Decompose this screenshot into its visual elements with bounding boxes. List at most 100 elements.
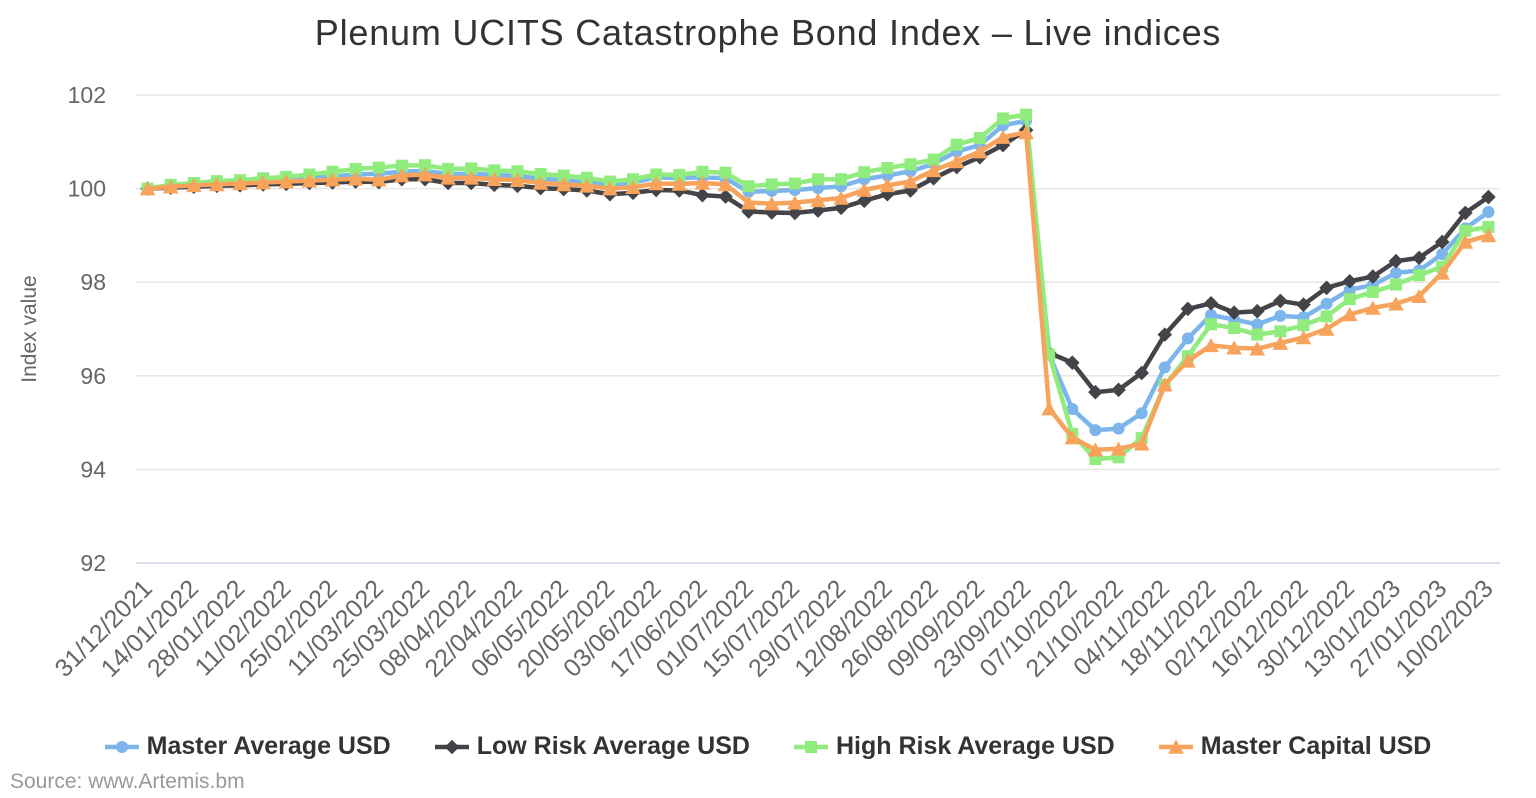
data-point-low-risk-average-usd[interactable] — [1203, 295, 1219, 311]
data-point-low-risk-average-usd[interactable] — [1342, 273, 1358, 289]
data-point-high-risk-average-usd[interactable] — [950, 138, 963, 151]
data-point-master-capital-usd[interactable] — [810, 192, 826, 208]
data-point-master-average-usd[interactable] — [1274, 309, 1287, 322]
data-point-master-capital-usd[interactable] — [463, 170, 480, 185]
data-point-master-capital-usd[interactable] — [1365, 300, 1381, 315]
data-point-low-risk-average-usd[interactable] — [695, 187, 710, 203]
data-point-master-average-usd[interactable] — [1135, 407, 1148, 420]
data-point-high-risk-average-usd[interactable] — [742, 180, 755, 193]
data-point-master-capital-usd[interactable] — [1341, 307, 1358, 322]
data-point-high-risk-average-usd[interactable] — [1389, 278, 1402, 291]
data-point-master-capital-usd[interactable] — [347, 171, 364, 186]
data-point-low-risk-average-usd[interactable] — [1296, 297, 1311, 312]
data-point-master-average-usd[interactable] — [1251, 318, 1264, 331]
data-point-high-risk-average-usd[interactable] — [442, 162, 455, 175]
data-point-high-risk-average-usd[interactable] — [1297, 319, 1310, 332]
data-point-high-risk-average-usd[interactable] — [1413, 269, 1426, 282]
data-point-high-risk-average-usd[interactable] — [557, 169, 570, 182]
data-point-master-capital-usd[interactable] — [324, 172, 341, 187]
data-point-master-capital-usd[interactable] — [1272, 335, 1289, 350]
data-point-high-risk-average-usd[interactable] — [627, 173, 640, 186]
data-point-legend-master-average-usd[interactable] — [115, 740, 128, 753]
data-point-master-capital-usd[interactable] — [555, 176, 572, 192]
data-point-high-risk-average-usd[interactable] — [673, 169, 686, 182]
data-point-master-capital-usd[interactable] — [948, 154, 965, 169]
data-point-high-risk-average-usd[interactable] — [395, 159, 408, 172]
data-point-high-risk-average-usd[interactable] — [534, 168, 547, 181]
data-point-master-average-usd[interactable] — [1205, 308, 1218, 321]
data-point-high-risk-average-usd[interactable] — [881, 162, 894, 175]
data-point-high-risk-average-usd[interactable] — [511, 165, 524, 178]
data-point-high-risk-average-usd[interactable] — [996, 112, 1009, 125]
data-point-legend-low-risk-average-usd[interactable] — [444, 739, 460, 754]
data-point-low-risk-average-usd[interactable] — [787, 205, 803, 221]
data-point-master-average-usd[interactable] — [1066, 403, 1079, 416]
data-point-master-capital-usd[interactable] — [833, 190, 849, 205]
data-point-master-capital-usd[interactable] — [972, 144, 988, 159]
data-point-high-risk-average-usd[interactable] — [465, 162, 478, 175]
data-point-low-risk-average-usd[interactable] — [1365, 269, 1381, 284]
data-point-master-capital-usd[interactable] — [671, 176, 688, 191]
data-point-master-capital-usd[interactable] — [1110, 441, 1127, 456]
data-point-master-average-usd[interactable] — [1343, 283, 1356, 296]
data-point-low-risk-average-usd[interactable] — [1319, 280, 1334, 296]
data-point-master-capital-usd[interactable] — [162, 179, 179, 194]
data-point-master-capital-usd[interactable] — [856, 182, 873, 197]
data-point-high-risk-average-usd[interactable] — [788, 177, 801, 190]
data-point-high-risk-average-usd[interactable] — [1366, 286, 1379, 299]
data-point-high-risk-average-usd[interactable] — [765, 178, 778, 191]
data-point-master-capital-usd[interactable] — [278, 174, 295, 189]
data-point-high-risk-average-usd[interactable] — [696, 165, 709, 178]
data-point-master-capital-usd[interactable] — [1156, 377, 1173, 392]
data-point-master-capital-usd[interactable] — [1203, 337, 1219, 353]
data-point-master-capital-usd[interactable] — [139, 181, 156, 196]
data-point-master-capital-usd[interactable] — [625, 179, 641, 194]
data-point-master-capital-usd[interactable] — [902, 174, 919, 189]
data-point-master-capital-usd[interactable] — [648, 176, 664, 191]
data-point-master-capital-usd[interactable] — [301, 173, 318, 188]
data-point-master-capital-usd[interactable] — [995, 129, 1011, 144]
data-point-low-risk-average-usd[interactable] — [718, 189, 733, 204]
data-point-low-risk-average-usd[interactable] — [810, 203, 826, 218]
data-point-high-risk-average-usd[interactable] — [812, 173, 824, 186]
data-point-high-risk-average-usd[interactable] — [1228, 322, 1241, 335]
data-point-master-capital-usd[interactable] — [1480, 228, 1497, 243]
data-point-master-capital-usd[interactable] — [232, 176, 248, 191]
data-point-high-risk-average-usd[interactable] — [1274, 325, 1287, 338]
data-point-high-risk-average-usd[interactable] — [580, 171, 593, 184]
data-point-master-capital-usd[interactable] — [1226, 340, 1242, 355]
data-point-low-risk-average-usd[interactable] — [1481, 189, 1496, 205]
data-point-low-risk-average-usd[interactable] — [1226, 305, 1242, 320]
data-point-master-capital-usd[interactable] — [717, 176, 734, 192]
data-point-low-risk-average-usd[interactable] — [833, 200, 849, 216]
data-point-master-average-usd[interactable] — [1158, 361, 1171, 374]
data-point-high-risk-average-usd[interactable] — [372, 161, 385, 174]
data-point-master-capital-usd[interactable] — [1133, 436, 1150, 451]
data-point-master-capital-usd[interactable] — [579, 178, 595, 193]
data-point-master-capital-usd[interactable] — [787, 195, 803, 210]
data-point-low-risk-average-usd[interactable] — [1065, 355, 1080, 370]
data-point-master-capital-usd[interactable] — [602, 181, 618, 196]
data-point-high-risk-average-usd[interactable] — [927, 153, 940, 166]
data-point-master-capital-usd[interactable] — [1388, 296, 1404, 311]
data-point-high-risk-average-usd[interactable] — [1205, 318, 1218, 331]
data-point-high-risk-average-usd[interactable] — [1320, 310, 1333, 323]
data-point-high-risk-average-usd[interactable] — [326, 165, 339, 178]
data-point-high-risk-average-usd[interactable] — [488, 164, 501, 177]
legend-item-high-risk-average-usd[interactable]: High Risk Average USD — [793, 732, 1115, 761]
data-point-master-capital-usd[interactable] — [1295, 330, 1312, 345]
data-point-master-capital-usd[interactable] — [509, 172, 526, 187]
data-point-master-capital-usd[interactable] — [1318, 321, 1335, 336]
data-point-master-capital-usd[interactable] — [1457, 234, 1474, 249]
data-point-master-average-usd[interactable] — [1112, 422, 1125, 435]
data-point-low-risk-average-usd[interactable] — [1088, 384, 1103, 400]
data-point-low-risk-average-usd[interactable] — [764, 205, 780, 220]
data-point-master-capital-usd[interactable] — [1018, 125, 1034, 140]
data-point-master-capital-usd[interactable] — [532, 175, 549, 190]
data-point-low-risk-average-usd[interactable] — [1273, 293, 1288, 309]
data-point-master-capital-usd[interactable] — [1249, 341, 1266, 356]
data-point-master-average-usd[interactable] — [1089, 424, 1102, 437]
data-point-master-capital-usd[interactable] — [185, 177, 202, 193]
data-point-high-risk-average-usd[interactable] — [650, 168, 663, 181]
data-point-master-capital-usd[interactable] — [1087, 442, 1104, 457]
